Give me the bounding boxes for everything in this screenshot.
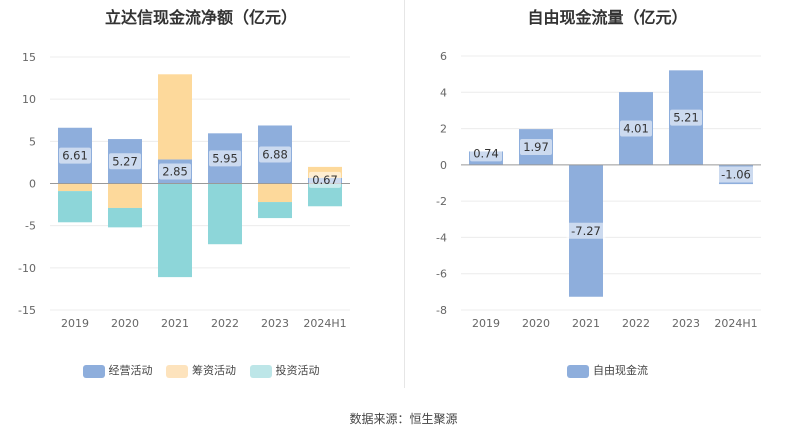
y-tick-label: -10 bbox=[18, 262, 36, 275]
bar-筹资活动 bbox=[258, 183, 292, 203]
bar-筹资活动 bbox=[158, 74, 192, 160]
x-tick-label: 2020 bbox=[111, 317, 139, 330]
y-tick-label: 4 bbox=[440, 86, 447, 99]
y-tick-label: 0 bbox=[29, 178, 36, 191]
legend-swatch bbox=[82, 364, 105, 378]
data-label: -1.06 bbox=[721, 167, 751, 181]
data-label-background bbox=[59, 147, 91, 164]
bar-筹资活动 bbox=[108, 183, 142, 208]
bar-投资活动 bbox=[308, 183, 342, 207]
x-tick-label: 2019 bbox=[472, 317, 500, 330]
legend-label: 经营活动 bbox=[108, 364, 153, 377]
data-label: 5.95 bbox=[212, 151, 238, 165]
legend-item-operating[interactable]: 经营活动 bbox=[82, 362, 153, 378]
legend-item-financing[interactable]: 筹资活动 bbox=[166, 362, 236, 378]
net-cash-flow-chart-panel: 立达信现金流净额（亿元） -15 -10 -5 0 5 10 15 2019 2020 2021 2… bbox=[0, 0, 402, 392]
data-label: 2.85 bbox=[162, 164, 188, 178]
legend-swatch bbox=[567, 364, 589, 378]
bar-投资活动 bbox=[58, 191, 92, 223]
data-label: 6.61 bbox=[62, 149, 88, 163]
data-label-background bbox=[470, 145, 502, 162]
legend-label: 自由现金流 bbox=[593, 364, 648, 377]
net-cash-flow-chart: -15 -10 -5 0 5 10 15 2019 2020 2021 2022 2023 2024H1… bbox=[18, 51, 350, 330]
data-label-background bbox=[520, 138, 552, 155]
x-tick-label: 2022 bbox=[211, 317, 239, 330]
legend-swatch bbox=[249, 364, 272, 378]
y-tick-label: -8 bbox=[436, 304, 447, 317]
legend-item-investing[interactable]: 投资活动 bbox=[249, 362, 320, 378]
x-tick-label: 2021 bbox=[572, 317, 600, 330]
y-tick-label: 10 bbox=[22, 93, 36, 106]
legend-swatch bbox=[166, 364, 188, 378]
bar-筹资活动 bbox=[58, 183, 92, 192]
legend: 经营活动 筹资活动 投资活动 bbox=[0, 362, 402, 378]
legend-item-free-cash-flow[interactable]: 自由现金流 bbox=[567, 362, 648, 378]
data-label: 1.97 bbox=[523, 140, 549, 154]
data-label: 6.88 bbox=[262, 147, 288, 161]
x-tick-label: 2022 bbox=[622, 317, 650, 330]
chart-title: 立达信现金流净额（亿元） bbox=[104, 8, 297, 27]
y-tick-label: -4 bbox=[436, 231, 447, 244]
data-label-background bbox=[620, 120, 652, 137]
data-label-background bbox=[159, 163, 191, 180]
data-label-background bbox=[670, 109, 702, 126]
panel-divider bbox=[404, 0, 405, 388]
y-tick-label: 0 bbox=[440, 159, 447, 172]
source-note: 数据来源：恒生聚源 bbox=[349, 412, 458, 426]
y-tick-label: -2 bbox=[436, 195, 447, 208]
y-tick-label: -5 bbox=[25, 220, 36, 233]
bar-投资活动 bbox=[208, 183, 242, 245]
data-label-background bbox=[109, 153, 141, 170]
x-tick-label: 2024H1 bbox=[714, 317, 757, 330]
data-label: 5.21 bbox=[673, 111, 699, 125]
y-tick-label: 15 bbox=[22, 51, 36, 64]
data-label-background bbox=[309, 171, 341, 188]
x-tick-label: 2024H1 bbox=[303, 317, 346, 330]
x-tick-label: 2023 bbox=[672, 317, 700, 330]
legend-label: 投资活动 bbox=[275, 364, 320, 377]
data-label-background bbox=[716, 166, 756, 183]
bar-投资活动 bbox=[108, 207, 142, 228]
data-label: 0.67 bbox=[312, 173, 338, 187]
bar-投资活动 bbox=[258, 202, 292, 219]
bar-投资活动 bbox=[158, 183, 192, 278]
data-label: -7.27 bbox=[571, 224, 601, 238]
data-label-background bbox=[209, 150, 241, 167]
free-cash-flow-chart: -8 -6 -4 -2 0 2 4 6 2019 2020 2021 2022 2023 2024H1 0.… bbox=[436, 50, 761, 330]
data-label-background bbox=[259, 146, 291, 163]
legend: 自由现金流 bbox=[408, 362, 807, 378]
free-cash-flow-chart-panel: 自由现金流量（亿元） -8 -6 -4 -2 0 2 4 6 2019 2020 2021 2022 2… bbox=[408, 0, 807, 392]
data-label: 0.74 bbox=[473, 146, 499, 160]
y-tick-label: 6 bbox=[440, 50, 447, 63]
y-tick-label: 5 bbox=[29, 135, 36, 148]
y-tick-label: -15 bbox=[18, 304, 36, 317]
x-tick-label: 2020 bbox=[522, 317, 550, 330]
x-tick-label: 2019 bbox=[61, 317, 89, 330]
y-tick-label: -6 bbox=[436, 268, 447, 281]
data-label: 4.01 bbox=[623, 121, 649, 135]
y-tick-label: 2 bbox=[440, 123, 447, 136]
chart-title: 自由现金流量（亿元） bbox=[527, 8, 688, 27]
data-label-background bbox=[566, 222, 606, 239]
x-tick-label: 2021 bbox=[161, 317, 189, 330]
x-tick-label: 2023 bbox=[261, 317, 289, 330]
legend-label: 筹资活动 bbox=[192, 364, 236, 377]
data-label: 5.27 bbox=[112, 154, 138, 168]
